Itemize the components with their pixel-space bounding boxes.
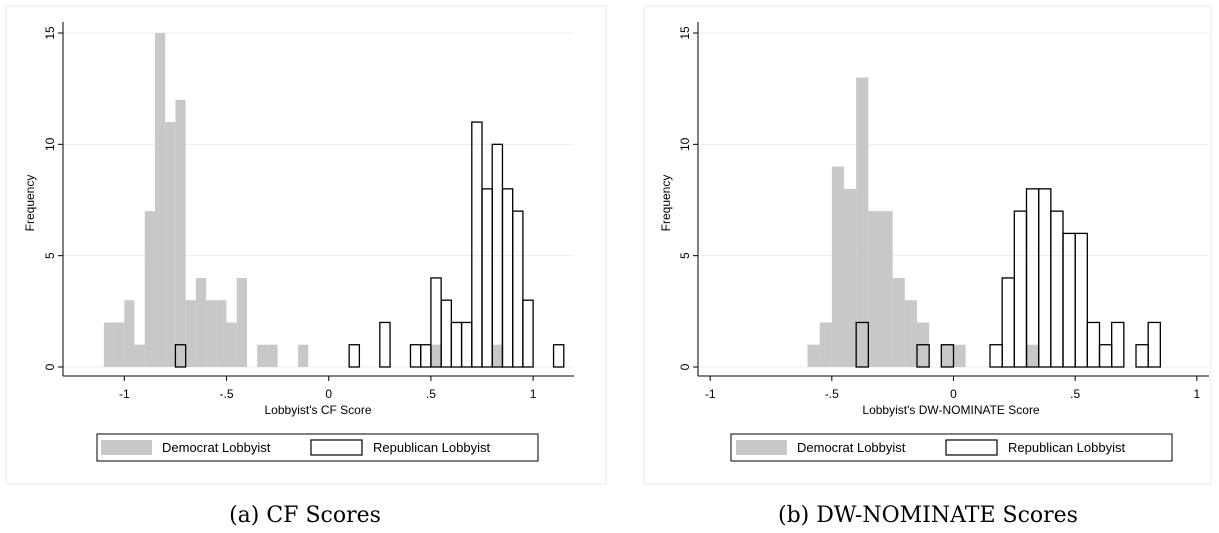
panel-b-bar-republican	[855, 321, 869, 368]
panel-b-legend-republican-label: Republican Lobbyist	[1008, 440, 1125, 455]
panel-a-bar-republican	[552, 344, 565, 368]
panel-a-bar-democrat	[103, 322, 115, 367]
panel-a-caption: (a) CF Scores	[229, 503, 381, 528]
panel-a-bar-republican	[379, 321, 391, 368]
panel-a-bar-democrat	[195, 277, 207, 367]
panel-a-bar-democrat	[206, 300, 217, 367]
panel-b-xtick-label: -.5	[825, 387, 839, 401]
panel-a-ylabel: Frequency	[23, 175, 37, 232]
panel-b-bar-democrat	[819, 322, 832, 367]
panel-a-bar-republican	[348, 344, 361, 368]
panel-b-bar-democrat	[892, 277, 905, 367]
panel-a-legend-democrat-swatch	[101, 440, 152, 455]
panel-a-bar-democrat	[175, 99, 186, 368]
chart-panel-b: 0 5 10 15 -1 -.5 0 .5 1 Lobbyist's DW-NOMINATE S…	[643, 5, 1212, 528]
panel-a-bar-democrat	[267, 344, 278, 367]
panel-b-bar-republican	[1074, 232, 1088, 368]
panel-a-bar-democrat	[185, 300, 196, 367]
panel-a-bar-republican	[522, 299, 534, 368]
panel-b-legend-democrat-swatch	[736, 440, 787, 455]
panel-b-xtick-label: 1	[1193, 387, 1200, 401]
panel-b-ytick-label: 5	[678, 252, 692, 259]
panel-b-legend: Democrat Lobbyist Republican Lobbyist	[730, 433, 1173, 462]
panel-b-xtick-label: .5	[1070, 387, 1080, 401]
panel-b-bar-democrat	[880, 211, 893, 367]
panel-a-plot: 0 5 10 15 -1 -.5 0 .5 1	[43, 22, 574, 401]
panel-a-legend: Democrat Lobbyist Republican Lobbyist	[96, 433, 539, 462]
panel-b-bar-democrat	[1026, 344, 1039, 367]
panel-b-bar-republican	[1111, 321, 1125, 368]
panel-b-plot: 0 5 10 15 -1 -.5 0 .5 1	[678, 22, 1209, 401]
panel-a-legend-republican-swatch	[310, 439, 363, 456]
panel-b-bar-republican	[1147, 321, 1161, 368]
panel-a-bar-democrat	[134, 344, 145, 367]
panel-b-ytick-label: 0	[678, 363, 692, 370]
panel-b-bar-democrat	[953, 344, 966, 367]
panel-a-bar-democrat	[124, 300, 135, 367]
panel-a-bar-democrat	[257, 344, 268, 367]
panel-a-legend-democrat-label: Democrat Lobbyist	[162, 440, 271, 455]
panel-a-bar-democrat	[154, 33, 166, 367]
panel-a-bar-democrat	[430, 344, 442, 367]
panel-b-bar-democrat	[941, 344, 954, 367]
panel-b-bar-democrat	[904, 300, 917, 367]
panel-b-xtick-label: 0	[950, 387, 957, 401]
panel-a-xtick-label: -1	[119, 387, 130, 401]
panel-a-xtick-label: 1	[530, 387, 537, 401]
panel-a-bar-republican	[512, 210, 524, 368]
panel-b-ytick-label: 15	[678, 26, 692, 40]
panel-a-bar-republican	[174, 344, 187, 368]
panel-a-outer-frame	[5, 5, 607, 485]
panel-b-bar-democrat	[844, 188, 857, 367]
panel-b-legend-democrat-label: Democrat Lobbyist	[797, 440, 906, 455]
panel-b-bar-republican	[916, 344, 930, 368]
panel-a-bar-democrat	[236, 277, 247, 367]
panel-b-outer-frame	[643, 5, 1212, 485]
panel-a-legend-republican-label: Republican Lobbyist	[373, 440, 490, 455]
panel-b-xtick-label: -1	[705, 387, 716, 401]
panel-b-bar-democrat	[856, 77, 869, 368]
chart-panel-a: 0 5 10 15 -1 -.5 0 .5 1 Lobbyist's CF Score Freq…	[5, 5, 607, 528]
panel-a-bar-democrat	[226, 322, 237, 367]
panel-a-ytick-label: 0	[43, 363, 57, 370]
panel-a-ytick-label: 5	[43, 252, 57, 259]
panel-a-xtick-label: 0	[325, 387, 332, 401]
panel-a-bar-democrat	[165, 122, 176, 367]
panel-a-ytick-label: 15	[43, 26, 57, 40]
panel-a-bar-democrat	[114, 322, 125, 367]
panel-a-ytick-label: 10	[43, 137, 57, 151]
panel-b-ylabel: Frequency	[659, 175, 673, 232]
panel-b-bar-democrat	[868, 211, 881, 367]
panel-b-bar-republican	[940, 344, 955, 368]
panel-b-caption: (b) DW-NOMINATE Scores	[778, 503, 1078, 528]
panel-a-bar-democrat	[144, 211, 155, 367]
panel-b-legend-republican-swatch	[945, 439, 998, 456]
panel-b-xlabel: Lobbyist's DW-NOMINATE Score	[862, 403, 1040, 417]
panel-a-xtick-label: -.5	[220, 387, 234, 401]
panel-a-xlabel: Lobbyist's CF Score	[265, 403, 372, 417]
panel-b-bar-democrat	[831, 166, 844, 367]
panel-a-bar-democrat	[216, 300, 227, 367]
panel-a-xtick-label: .5	[426, 387, 436, 401]
panel-a-bar-democrat	[298, 344, 309, 367]
panel-a-bar-democrat	[492, 344, 503, 367]
panel-b-bar-democrat	[807, 344, 820, 367]
panel-b-ytick-label: 10	[678, 137, 692, 151]
